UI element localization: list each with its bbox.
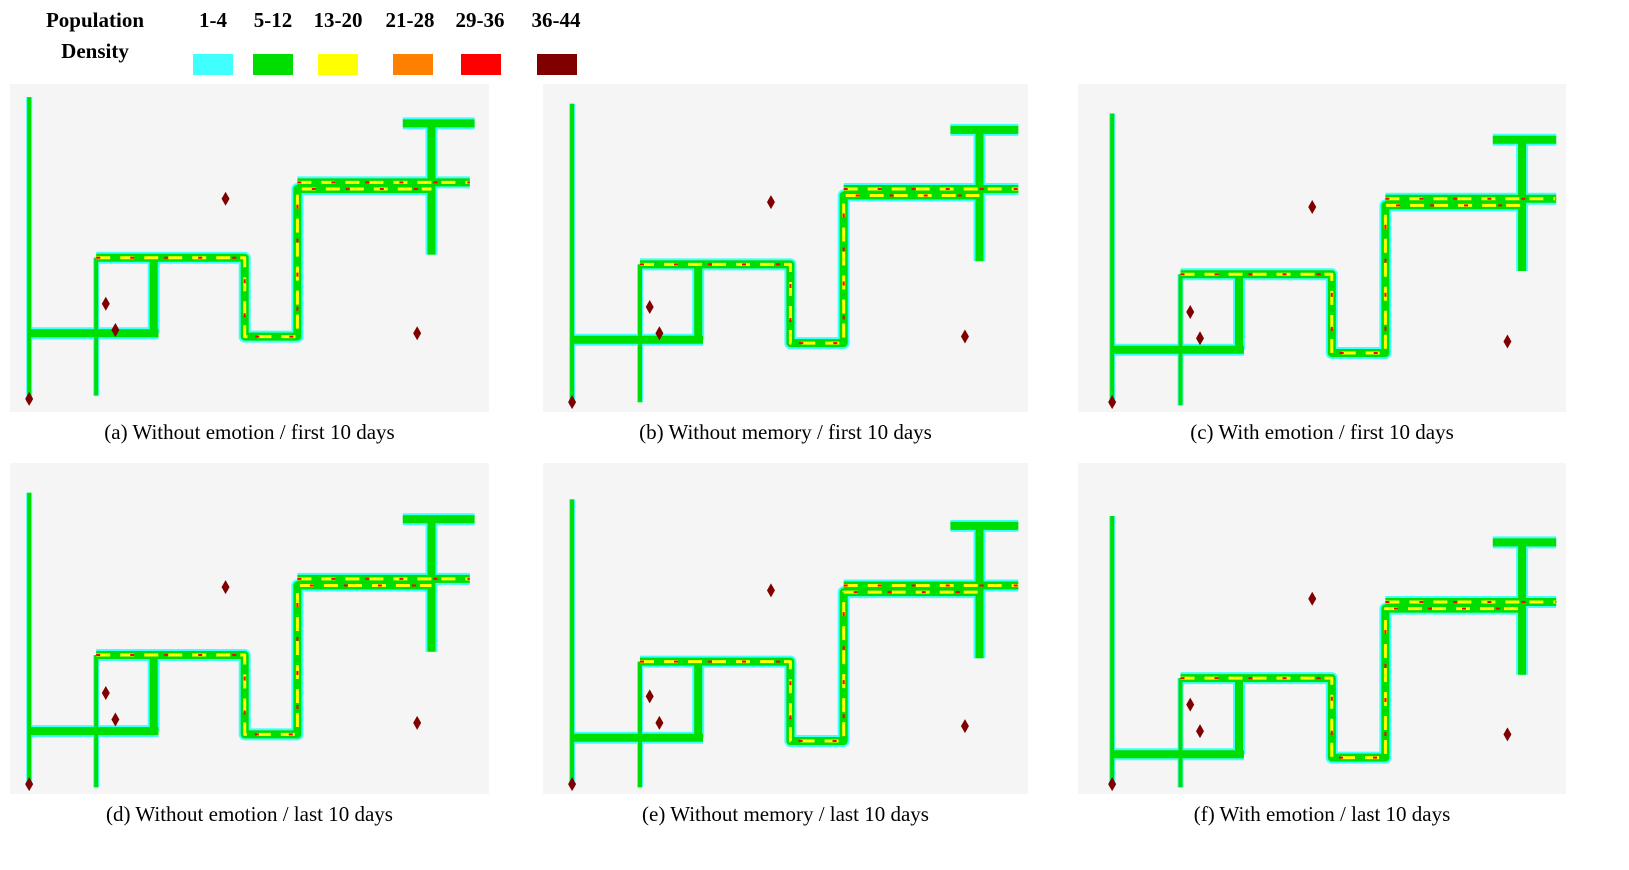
density-peak — [1503, 334, 1512, 349]
legend-label: 29-36 — [456, 8, 505, 32]
legend-label: 5-12 — [254, 8, 293, 32]
panel: (c) With emotion / first 10 days — [1078, 84, 1566, 444]
density-peak — [111, 323, 120, 337]
density-band — [96, 584, 432, 736]
density-band — [96, 187, 432, 339]
panel-caption: (d) Without emotion / last 10 days — [106, 802, 393, 826]
legend-label: 1-4 — [199, 8, 227, 32]
panel-caption: (f) With emotion / last 10 days — [1194, 802, 1451, 826]
density-peak — [1308, 591, 1317, 606]
density-peak — [25, 777, 34, 792]
density-peak — [221, 191, 230, 206]
density-peak — [25, 391, 34, 406]
density-peak — [1108, 777, 1117, 792]
density-peak — [766, 195, 775, 210]
density-peak — [568, 395, 577, 410]
density-peak — [221, 580, 230, 595]
panel-caption: (b) Without memory / first 10 days — [639, 420, 932, 444]
density-band — [1180, 607, 1523, 760]
density-peak — [1186, 697, 1195, 712]
density-peak — [111, 712, 120, 727]
panel: (b) Without memory / first 10 days — [543, 84, 1028, 444]
density-peak — [655, 326, 664, 341]
panel-caption: (a) Without emotion / first 10 days — [104, 420, 394, 444]
panel: (d) Without emotion / last 10 days — [10, 463, 489, 826]
density-peak — [960, 329, 969, 344]
density-band — [640, 194, 980, 345]
density-peak — [645, 689, 654, 704]
density-peak — [645, 300, 654, 315]
density-peak — [1108, 395, 1117, 410]
density-peak — [1196, 331, 1204, 346]
legend-swatch — [537, 54, 577, 75]
panel-background — [543, 84, 1028, 412]
density-band — [640, 590, 980, 743]
legend-swatch — [318, 54, 358, 75]
panel-background — [1078, 463, 1566, 794]
legend-title: Density — [61, 39, 129, 63]
panel-caption: (e) Without memory / last 10 days — [642, 802, 929, 826]
panel-background — [10, 84, 489, 412]
density-peak — [1308, 200, 1317, 214]
legend-label: 13-20 — [314, 8, 363, 32]
density-peak — [1186, 304, 1195, 319]
legend-label: 36-44 — [532, 8, 581, 32]
panel-background — [1078, 84, 1566, 412]
density-band — [1180, 203, 1523, 355]
density-peak — [655, 715, 664, 730]
density-peak — [413, 326, 422, 341]
density-peak — [1503, 727, 1512, 742]
panel-background — [10, 463, 489, 794]
panel: (a) Without emotion / first 10 days — [10, 84, 489, 444]
density-peak — [568, 777, 577, 792]
density-peak — [413, 715, 422, 730]
legend-swatch — [393, 54, 433, 75]
panel-caption: (c) With emotion / first 10 days — [1190, 420, 1454, 444]
density-peak — [101, 296, 110, 311]
legend-label: 21-28 — [386, 8, 435, 32]
density-peak — [766, 583, 775, 598]
legend-swatch — [461, 54, 501, 75]
density-peak — [960, 719, 969, 734]
density-peak — [1196, 724, 1204, 739]
legend-title: Population — [46, 8, 144, 32]
panel: (f) With emotion / last 10 days — [1078, 463, 1566, 826]
legend-swatch — [193, 54, 233, 75]
legend-swatch — [253, 54, 293, 75]
density-peak — [101, 686, 110, 701]
panel: (e) Without memory / last 10 days — [543, 463, 1028, 826]
